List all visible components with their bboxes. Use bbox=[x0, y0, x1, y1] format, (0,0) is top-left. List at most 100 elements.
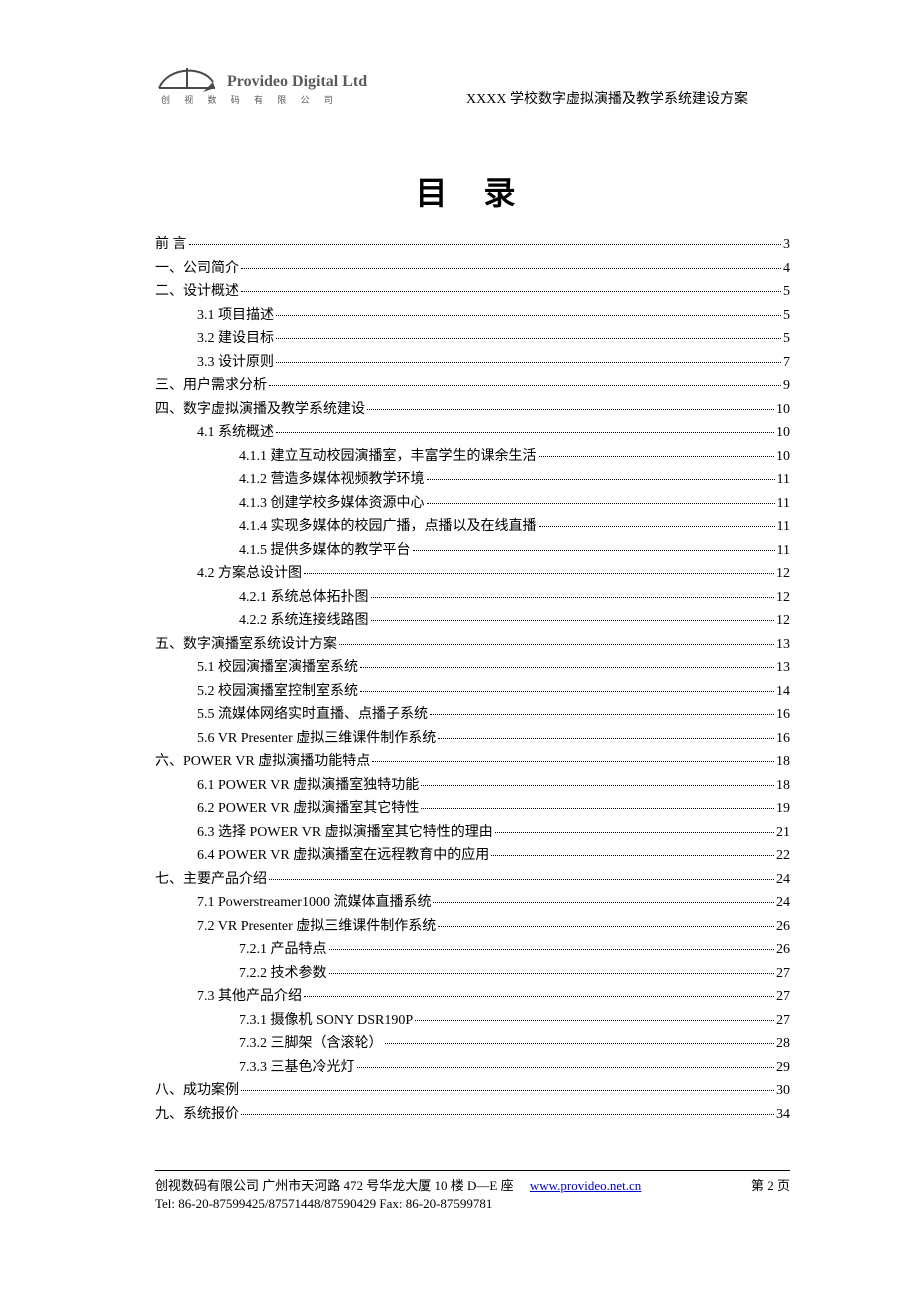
toc-entry[interactable]: 前 言3 bbox=[155, 238, 790, 252]
toc-entry-label: 7.3.2 三脚架（含滚轮） bbox=[239, 1037, 383, 1051]
toc-entry[interactable]: 3.2 建设目标5 bbox=[155, 332, 790, 346]
toc-entry-label: 六、POWER VR 虚拟演播功能特点 bbox=[155, 755, 370, 769]
toc-entry-page: 29 bbox=[776, 1061, 790, 1075]
toc-entry[interactable]: 7.3.1 摄像机 SONY DSR190P27 bbox=[155, 1014, 790, 1028]
toc-entry-page: 16 bbox=[776, 708, 790, 722]
toc-entry[interactable]: 五、数字演播室系统设计方案13 bbox=[155, 638, 790, 652]
toc-entry[interactable]: 4.1.4 实现多媒体的校园广播，点播以及在线直播11 bbox=[155, 520, 790, 534]
toc-entry-page: 7 bbox=[783, 356, 790, 370]
toc-leader-dots bbox=[241, 268, 781, 269]
toc-entry-label: 7.2.1 产品特点 bbox=[239, 943, 327, 957]
toc-entry[interactable]: 4.2.2 系统连接线路图 12 bbox=[155, 614, 790, 628]
toc-entry[interactable]: 6.4 POWER VR 虚拟演播室在远程教育中的应用22 bbox=[155, 849, 790, 863]
toc-entry[interactable]: 5.1 校园演播室演播室系统 13 bbox=[155, 661, 790, 675]
toc-entry[interactable]: 三、用户需求分析9 bbox=[155, 379, 790, 393]
toc-leader-dots bbox=[269, 385, 781, 386]
toc-entry[interactable]: 二、设计概述5 bbox=[155, 285, 790, 299]
toc-entry[interactable]: 5.5 流媒体网络实时直播、点播子系统 16 bbox=[155, 708, 790, 722]
toc-entry[interactable]: 4.1.5 提供多媒体的教学平台 11 bbox=[155, 544, 790, 558]
toc-entry[interactable]: 4.1.2 营造多媒体视频教学环境11 bbox=[155, 473, 790, 487]
toc-entry[interactable]: 七、主要产品介绍24 bbox=[155, 873, 790, 887]
document-page: Provideo Digital Ltd 创 视 数 码 有 限 公 司 XXX… bbox=[0, 62, 920, 1214]
toc-entry[interactable]: 6.1 POWER VR 虚拟演播室独特功能18 bbox=[155, 779, 790, 793]
toc-leader-dots bbox=[276, 432, 774, 433]
toc-entry-label: 三、用户需求分析 bbox=[155, 379, 267, 393]
toc-entry[interactable]: 7.3.3 三基色冷光灯29 bbox=[155, 1061, 790, 1075]
toc-entry[interactable]: 四、数字虚拟演播及教学系统建设10 bbox=[155, 403, 790, 417]
toc-entry-label: 4.2.1 系统总体拓扑图 bbox=[239, 591, 369, 605]
toc-leader-dots bbox=[241, 1114, 774, 1115]
toc-leader-dots bbox=[539, 456, 775, 457]
footer-website-link[interactable]: www.provideo.net.cn bbox=[530, 1178, 641, 1193]
toc-entry[interactable]: 7.3.2 三脚架（含滚轮） 28 bbox=[155, 1037, 790, 1051]
toc-entry-label: 7.1 Powerstreamer1000 流媒体直播系统 bbox=[197, 896, 431, 910]
toc-leader-dots bbox=[430, 714, 774, 715]
toc-entry[interactable]: 六、POWER VR 虚拟演播功能特点 18 bbox=[155, 755, 790, 769]
toc-entry[interactable]: 6.3 选择 POWER VR 虚拟演播室其它特性的理由 21 bbox=[155, 826, 790, 840]
toc-entry[interactable]: 6.2 POWER VR 虚拟演播室其它特性19 bbox=[155, 802, 790, 816]
toc-entry-label: 6.3 选择 POWER VR 虚拟演播室其它特性的理由 bbox=[197, 826, 493, 840]
toc-entry-label: 5.6 VR Presenter 虚拟三维课件制作系统 bbox=[197, 732, 436, 746]
toc-entry-page: 21 bbox=[776, 826, 790, 840]
toc-leader-dots bbox=[385, 1043, 775, 1044]
toc-entry[interactable]: 7.2 VR Presenter 虚拟三维课件制作系统26 bbox=[155, 920, 790, 934]
toc-entry-page: 26 bbox=[776, 943, 790, 957]
toc-leader-dots bbox=[276, 362, 781, 363]
toc-leader-dots bbox=[438, 926, 774, 927]
toc-entry[interactable]: 八、成功案例30 bbox=[155, 1084, 790, 1098]
toc-entry-page: 13 bbox=[776, 638, 790, 652]
toc-entry-page: 27 bbox=[776, 1014, 790, 1028]
toc-leader-dots bbox=[427, 503, 775, 504]
toc-entry[interactable]: 4.1 系统概述10 bbox=[155, 426, 790, 440]
toc-entry[interactable]: 3.3 设计原则7 bbox=[155, 356, 790, 370]
toc-entry[interactable]: 5.6 VR Presenter 虚拟三维课件制作系统16 bbox=[155, 732, 790, 746]
page-footer: 创视数码有限公司 广州市天河路 472 号华龙大厦 10 楼 D—E 座 www… bbox=[155, 1177, 790, 1215]
toc-entry-page: 34 bbox=[776, 1108, 790, 1122]
toc-entry-page: 11 bbox=[777, 473, 790, 487]
toc-entry[interactable]: 3.1 项目描述5 bbox=[155, 309, 790, 323]
toc-entry-page: 13 bbox=[776, 661, 790, 675]
toc-entry-page: 3 bbox=[783, 238, 790, 252]
toc-entry-page: 12 bbox=[776, 614, 790, 628]
toc-entry[interactable]: 5.2 校园演播室控制室系统14 bbox=[155, 685, 790, 699]
toc-entry-label: 4.1.1 建立互动校园演播室，丰富学生的课余生活 bbox=[239, 450, 537, 464]
toc-entry-label: 6.4 POWER VR 虚拟演播室在远程教育中的应用 bbox=[197, 849, 489, 863]
toc-entry[interactable]: 4.2 方案总设计图12 bbox=[155, 567, 790, 581]
toc-entry-label: 4.1.4 实现多媒体的校园广播，点播以及在线直播 bbox=[239, 520, 537, 534]
toc-entry-label: 4.2.2 系统连接线路图 bbox=[239, 614, 369, 628]
toc-entry-label: 5.5 流媒体网络实时直播、点播子系统 bbox=[197, 708, 428, 722]
document-title: XXXX 学校数字虚拟演播及教学系统建设方案 bbox=[466, 88, 748, 108]
toc-entry-label: 5.1 校园演播室演播室系统 bbox=[197, 661, 358, 675]
toc-leader-dots bbox=[189, 244, 782, 245]
toc-entry-page: 28 bbox=[776, 1037, 790, 1051]
toc-leader-dots bbox=[304, 996, 774, 997]
logo-icon: Provideo Digital Ltd 创 视 数 码 有 限 公 司 bbox=[155, 62, 460, 108]
toc-entry-label: 3.1 项目描述 bbox=[197, 309, 274, 323]
toc-entry-page: 18 bbox=[776, 755, 790, 769]
toc-leader-dots bbox=[415, 1020, 774, 1021]
toc-entry[interactable]: 4.1.1 建立互动校园演播室，丰富学生的课余生活10 bbox=[155, 450, 790, 464]
toc-leader-dots bbox=[304, 573, 774, 574]
toc-leader-dots bbox=[421, 785, 774, 786]
toc-entry-label: 4.2 方案总设计图 bbox=[197, 567, 302, 581]
toc-entry[interactable]: 九、系统报价34 bbox=[155, 1108, 790, 1122]
toc-leader-dots bbox=[433, 902, 774, 903]
toc-entry-page: 24 bbox=[776, 873, 790, 887]
logo-text-cn: 创 视 数 码 有 限 公 司 bbox=[161, 94, 339, 105]
toc-entry[interactable]: 7.2.1 产品特点 26 bbox=[155, 943, 790, 957]
toc-entry[interactable]: 7.2.2 技术参数27 bbox=[155, 967, 790, 981]
toc-entry[interactable]: 4.2.1 系统总体拓扑图12 bbox=[155, 591, 790, 605]
toc-leader-dots bbox=[360, 667, 774, 668]
toc-entry[interactable]: 7.1 Powerstreamer1000 流媒体直播系统24 bbox=[155, 896, 790, 910]
toc-leader-dots bbox=[276, 338, 781, 339]
toc-entry[interactable]: 一、公司简介4 bbox=[155, 262, 790, 276]
toc-entry-label: 4.1.5 提供多媒体的教学平台 bbox=[239, 544, 411, 558]
toc-entry[interactable]: 7.3 其他产品介绍27 bbox=[155, 990, 790, 1004]
toc-entry-label: 7.3 其他产品介绍 bbox=[197, 990, 302, 1004]
toc-entry-page: 19 bbox=[776, 802, 790, 816]
toc-leader-dots bbox=[329, 973, 775, 974]
toc-entry-page: 11 bbox=[777, 544, 790, 558]
toc-leader-dots bbox=[491, 855, 774, 856]
toc-leader-dots bbox=[367, 409, 774, 410]
toc-entry[interactable]: 4.1.3 创建学校多媒体资源中心11 bbox=[155, 497, 790, 511]
